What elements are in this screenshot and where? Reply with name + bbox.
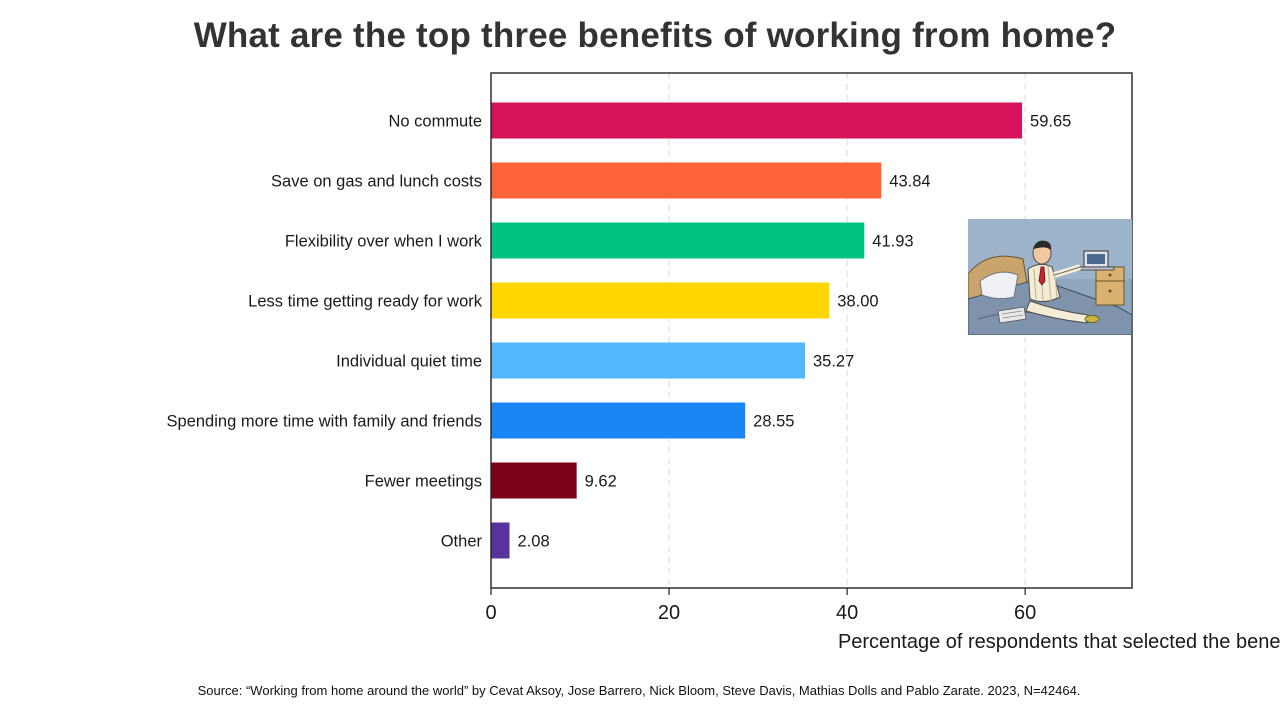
bar-flexibility-over-when-i-work: [491, 222, 865, 259]
value-label: 59.65: [1030, 113, 1071, 131]
bar-individual-quiet-time: [491, 342, 806, 379]
value-label: 35.27: [813, 353, 854, 371]
bar-no-commute: [491, 102, 1023, 139]
value-label: 2.08: [518, 533, 550, 551]
plot-frame: [490, 72, 1133, 589]
value-label: 41.93: [872, 233, 913, 251]
category-label: Other: [441, 533, 483, 551]
category-label: No commute: [388, 113, 482, 131]
bar-spending-more-time-with-family-and-friends: [491, 402, 746, 439]
x-tick-label: 60: [1014, 602, 1036, 624]
value-label: 9.62: [585, 473, 617, 491]
bar-less-time-getting-ready-for-work: [491, 282, 830, 319]
chart-title: What are the top three benefits of worki…: [193, 16, 1117, 55]
bars: [491, 102, 1023, 559]
x-tick-label: 0: [485, 602, 496, 624]
bar-save-on-gas-and-lunch-costs: [491, 162, 882, 199]
category-label: Save on gas and lunch costs: [271, 173, 482, 191]
x-tick-label: 20: [658, 602, 680, 624]
labels: 0 20 40 60 No commute 59.65 Save on gas and lu…: [167, 113, 1072, 625]
category-label: Spending more time with family and frien…: [167, 413, 482, 431]
bar-fewer-meetings: [491, 462, 577, 499]
category-label: Less time getting ready for work: [248, 293, 483, 311]
man-working-in-bed-illustration: [968, 219, 1132, 335]
bar-other: [491, 522, 510, 559]
category-label: Flexibility over when I work: [285, 233, 483, 251]
x-axis-label: Percentage of respondents that selected …: [838, 631, 1280, 653]
category-label: Fewer meetings: [365, 473, 482, 491]
x-tick-label: 40: [836, 602, 858, 624]
value-label: 28.55: [753, 413, 794, 431]
value-label: 38.00: [837, 293, 878, 311]
category-label: Individual quiet time: [336, 353, 482, 371]
value-label: 43.84: [889, 173, 930, 191]
source-note: Source: “Working from home around the wo…: [197, 683, 1081, 698]
